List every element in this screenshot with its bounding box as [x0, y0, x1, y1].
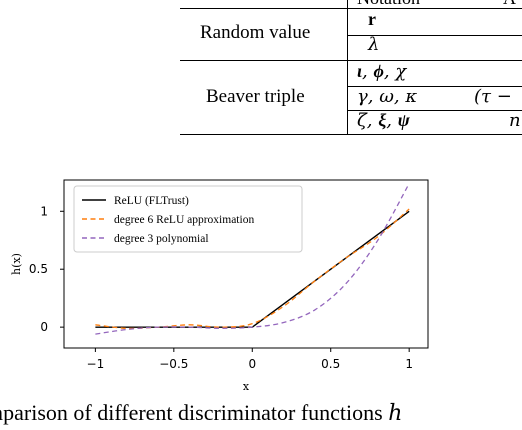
table-notation-cell: ζ, ξ, ψ	[357, 110, 410, 131]
legend-entry: ReLU (FLTrust)	[114, 195, 189, 207]
discriminator-functions-chart: −1 −0.5 0 0.5 1 0 0.5 1 x h(x) ReLU (FLTrust) de…	[10, 179, 429, 393]
y-axis-label: h(x)	[10, 253, 23, 275]
chart-legend: ReLU (FLTrust) degree 6 ReLU approximatio…	[73, 185, 303, 253]
legend-entry: degree 3 polynomial	[114, 233, 209, 245]
x-tick-label: −0.5	[159, 357, 188, 371]
table-notation-cell: λ	[368, 34, 380, 55]
legend-box	[73, 185, 303, 253]
table-column-divider	[347, 0, 348, 134]
x-tick-label: 0	[248, 357, 256, 371]
y-tick-label: 0.5	[29, 262, 48, 276]
x-tick-label: 0.5	[321, 357, 340, 371]
x-axis-label: x	[243, 380, 250, 393]
table-notation-cell: ι, ϕ, χ	[357, 61, 407, 82]
table-rule-row4-sep	[347, 110, 522, 111]
caption-text: mparison of different discriminator func…	[0, 400, 389, 425]
table-rule-top-header	[180, 8, 522, 9]
series-line-2	[95, 183, 410, 335]
table-extra-cell: n	[509, 110, 521, 131]
table-notation-cell: γ, ω, κ	[357, 86, 418, 107]
y-tick-label: 0	[40, 320, 48, 334]
table-rule-group1-sep	[347, 35, 522, 36]
x-tick-label: 1	[405, 357, 413, 371]
figure-caption: mparison of different discriminator func…	[0, 400, 402, 426]
legend-entry: degree 6 ReLU approximation	[114, 214, 254, 226]
table-rule-bottom	[180, 134, 522, 135]
table-header-notation: Notation	[357, 0, 420, 9]
y-tick-label: 1	[40, 204, 48, 218]
table-rule-group1-end	[180, 60, 522, 61]
table-extra-cell: (τ −	[474, 86, 512, 107]
table-group-label: Random value	[200, 22, 311, 43]
plot-frame	[63, 179, 429, 349]
table-header-clipped: A	[503, 0, 516, 9]
table-rule-row3-sep	[347, 86, 522, 87]
x-tick-label: −1	[87, 357, 105, 371]
table-notation-cell: r	[368, 9, 376, 29]
caption-symbol: h	[388, 401, 403, 426]
table-group-label: Beaver triple	[206, 86, 305, 107]
